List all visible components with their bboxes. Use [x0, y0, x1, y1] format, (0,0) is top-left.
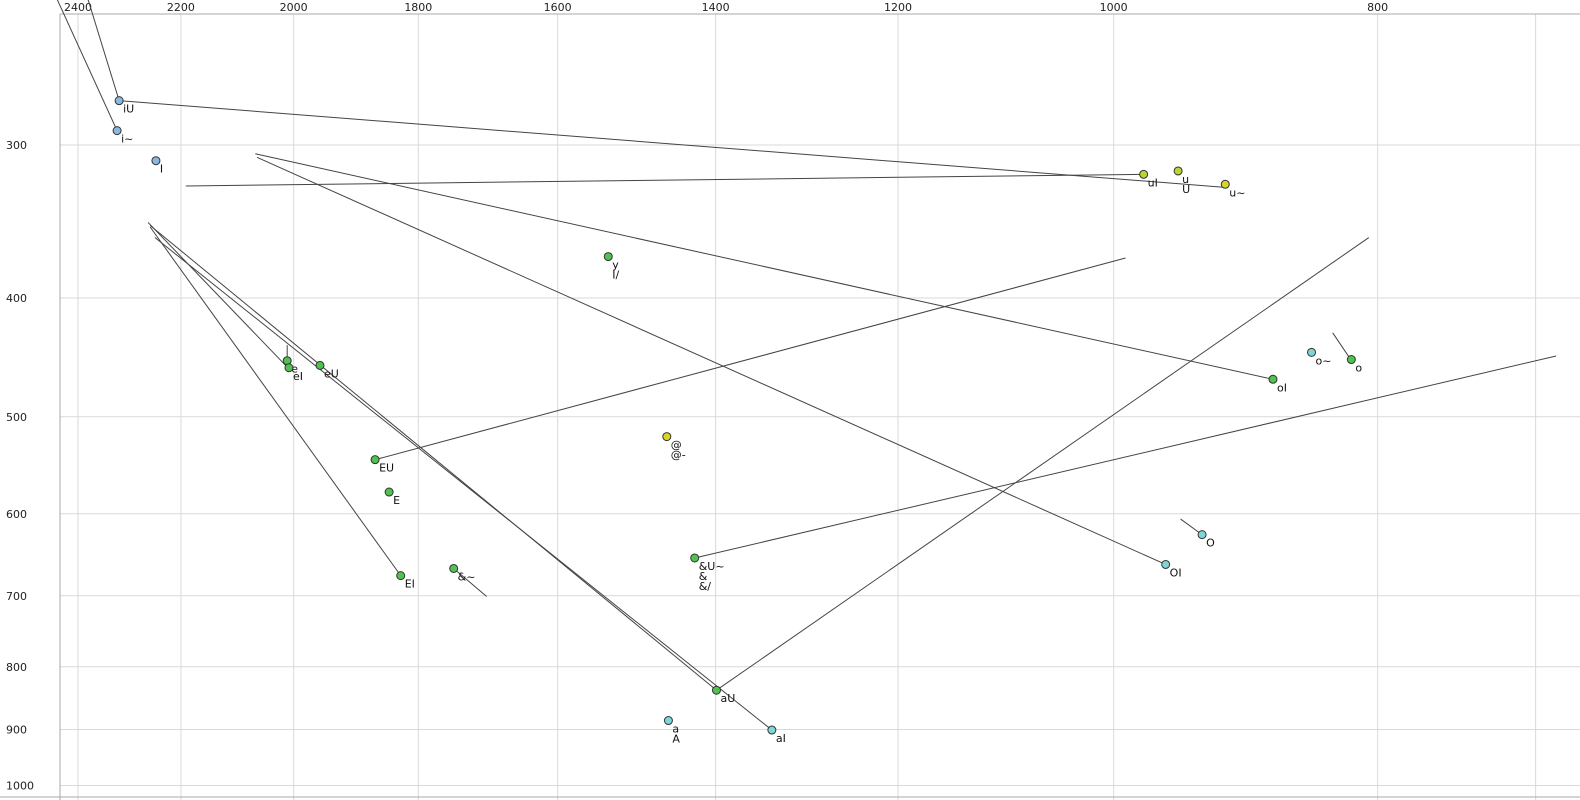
- vowel-point-y: [603, 252, 613, 262]
- y-axis-tick-label: 1000: [6, 780, 34, 793]
- glide-line-OI-glide: [256, 156, 1166, 565]
- glide-line-aU-glide: [716, 237, 1370, 691]
- vowel-label-oI: oI: [1277, 381, 1287, 394]
- glide-line-O-glide: [1180, 518, 1202, 535]
- vowel-point-@: [662, 432, 672, 442]
- vowel-point-eI: [284, 363, 294, 373]
- x-axis-tick-label: 800: [1367, 1, 1388, 14]
- y-axis-tick-label: 500: [6, 411, 27, 424]
- y-axis-tick-label: 600: [6, 508, 27, 521]
- vowel-label-@-: @-: [671, 449, 686, 462]
- vowel-point-aU: [711, 685, 721, 695]
- glide-line-oI-glide: [255, 153, 1274, 380]
- glide-line-EI-glide: [149, 226, 402, 576]
- x-axis-tick-label: 1000: [1100, 1, 1128, 14]
- x-axis-tick-label: 1600: [544, 1, 572, 14]
- vowel-point-O: [1197, 530, 1207, 540]
- x-axis-tick-label: 2400: [64, 1, 92, 14]
- x-axis-tick-label: 1400: [702, 1, 730, 14]
- vowel-point-OI: [1161, 559, 1171, 569]
- vowel-label-aU: aU: [720, 692, 735, 705]
- vowel-label-&/: &/: [699, 580, 712, 593]
- vowel-label-e: e: [291, 363, 298, 376]
- vowel-point-iU: [114, 96, 124, 106]
- x-axis-tick-label: 1200: [884, 1, 912, 14]
- glide-line-aU-onglide: [149, 225, 717, 691]
- glide-line-i~-glide: [56, 0, 118, 131]
- vowel-label-U: U: [1182, 183, 1190, 196]
- vowel-label-@: @: [671, 439, 682, 452]
- vowel-point-a: [663, 716, 673, 726]
- vowel-label-&U~: &U~: [699, 560, 725, 573]
- vowel-point-EI: [396, 571, 406, 581]
- vowel-label-eU: eU: [324, 367, 339, 380]
- vowel-label-OI: OI: [1170, 566, 1182, 579]
- y-axis-tick-label: 900: [6, 723, 27, 736]
- vowel-label-y: y: [612, 259, 619, 272]
- vowel-point-&~: [449, 563, 459, 573]
- glide-line-iU-onglide: [87, 0, 120, 101]
- vowel-point-i~: [112, 126, 122, 136]
- vowel-point-u: [1173, 166, 1183, 176]
- vowel-point-EU: [370, 455, 380, 465]
- x-axis-tick-label: 2000: [280, 1, 308, 14]
- vowel-label-EI: EI: [405, 578, 415, 591]
- vowel-point-u~: [1220, 179, 1230, 189]
- vowel-label-A: A: [672, 733, 680, 746]
- vowel-point-o~: [1307, 347, 1317, 357]
- vowel-point-aI: [767, 725, 777, 735]
- y-axis-tick-label: 700: [6, 590, 27, 603]
- vowel-label-iU: iU: [123, 103, 134, 116]
- vowel-label-&~: &~: [458, 570, 476, 583]
- vowel-label-uI: uI: [1148, 176, 1158, 189]
- vowel-label-i~: i~: [121, 133, 133, 146]
- glide-line-eI-glide: [147, 222, 290, 370]
- glide-line-uI-glide: [185, 173, 1144, 187]
- glide-line-&U~-glide: [694, 355, 1557, 559]
- vowel-point-oI: [1268, 374, 1278, 384]
- x-axis-tick-label: 1800: [404, 1, 432, 14]
- glide-line-EU-glide: [374, 257, 1126, 461]
- vowel-label-o~: o~: [1316, 354, 1332, 367]
- glide-line-iU-glide: [119, 100, 1228, 189]
- vowel-label-I: I: [160, 163, 163, 176]
- x-axis-tick-label: 2200: [167, 1, 195, 14]
- glide-line-aI-glide: [154, 237, 773, 731]
- glide-line-&~-glide: [453, 568, 487, 597]
- vowel-point-eU: [315, 360, 325, 370]
- vowel-label-&: &: [699, 570, 708, 583]
- vowel-point-E: [384, 487, 394, 497]
- y-axis-tick-label: 400: [6, 292, 27, 305]
- vowel-label-aI: aI: [776, 732, 786, 745]
- y-axis-tick-label: 800: [6, 661, 27, 674]
- vowel-label-u: u: [1182, 173, 1189, 186]
- vowel-label-a: a: [672, 723, 679, 736]
- vowel-label-E: E: [393, 494, 400, 507]
- vowel-point-I: [151, 156, 161, 166]
- vowel-label-u~: u~: [1229, 186, 1245, 199]
- vowel-label-I/: I/: [612, 269, 619, 282]
- y-axis-tick-label: 300: [6, 139, 27, 152]
- vowel-label-eI: eI: [293, 370, 303, 383]
- vowel-label-O: O: [1206, 537, 1215, 550]
- vowel-label-EU: EU: [379, 462, 394, 475]
- vowel-point-o: [1346, 355, 1356, 365]
- vowel-point-&U~: [690, 553, 700, 563]
- vowel-point-uI: [1139, 169, 1149, 179]
- vowel-label-o: o: [1355, 362, 1362, 375]
- glide-line-o-glide: [1332, 332, 1351, 359]
